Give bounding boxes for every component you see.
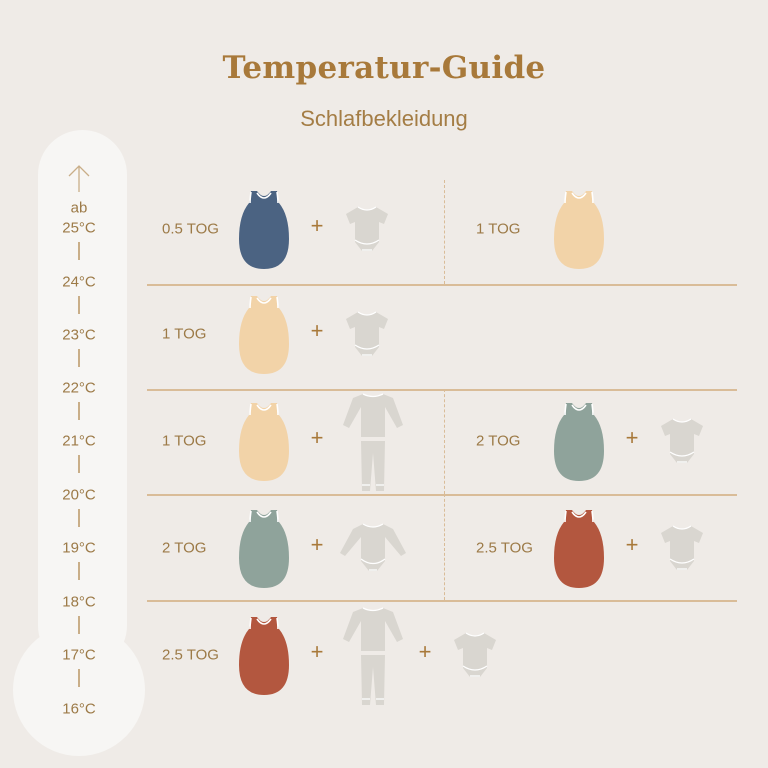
temp-label: 20°C xyxy=(62,486,96,504)
short-sleeve-bodysuit-icon xyxy=(661,418,703,463)
short-sleeve-bodysuit-icon xyxy=(346,311,388,356)
tog-label: 2.5 TOG xyxy=(476,539,533,557)
short-sleeve-bodysuit-icon xyxy=(454,632,496,677)
sage-sleeping-bag-icon xyxy=(554,403,604,481)
tog-label: 1 TOG xyxy=(162,325,207,343)
plus-sign: + xyxy=(418,639,432,664)
plus-sign: + xyxy=(625,532,639,557)
row-divider xyxy=(147,494,737,496)
short-sleeve-bodysuit-icon xyxy=(346,206,388,251)
tog-label: 2.5 TOG xyxy=(162,646,219,664)
scale-tick xyxy=(78,669,80,687)
tog-label: 1 TOG xyxy=(476,220,521,238)
thermometer-tube xyxy=(38,130,127,670)
short-sleeve-bodysuit-icon xyxy=(661,525,703,570)
column-divider xyxy=(444,180,445,284)
row-divider xyxy=(147,600,737,602)
tog-label: 2 TOG xyxy=(476,432,521,450)
temp-prefix: ab xyxy=(70,199,88,217)
long-sleeve-bodysuit-icon xyxy=(340,523,406,571)
sage-sleeping-bag-icon xyxy=(239,510,289,588)
pajamas-icon xyxy=(343,607,403,705)
column-divider xyxy=(444,389,445,494)
temp-label: 22°C xyxy=(62,379,96,397)
tog-label: 2 TOG xyxy=(162,539,207,557)
peach-sleeping-bag-icon xyxy=(554,191,604,269)
page-title: Temperatur-Guide xyxy=(222,50,546,86)
page-subtitle: Schlafbekleidung xyxy=(300,106,468,131)
rust-sleeping-bag-icon xyxy=(239,617,289,695)
navy-sleeping-bag-icon xyxy=(239,191,289,269)
temp-label: 16°C xyxy=(62,700,96,718)
plus-sign: + xyxy=(310,639,324,664)
scale-tick xyxy=(78,402,80,420)
row-divider xyxy=(147,284,737,286)
plus-sign: + xyxy=(310,532,324,557)
tog-label: 0.5 TOG xyxy=(162,220,219,238)
temp-label: 17°C xyxy=(62,646,96,664)
temp-label: 25°C xyxy=(62,219,96,237)
plus-sign: + xyxy=(310,213,324,238)
tog-label: 1 TOG xyxy=(162,432,207,450)
scale-tick xyxy=(78,296,80,314)
plus-sign: + xyxy=(310,425,324,450)
temp-label: 19°C xyxy=(62,539,96,557)
scale-tick xyxy=(78,616,80,634)
rust-sleeping-bag-icon xyxy=(554,510,604,588)
pajamas-icon xyxy=(343,393,403,491)
scale-tick xyxy=(78,562,80,580)
temp-label: 21°C xyxy=(62,432,96,450)
scale-tick xyxy=(78,349,80,367)
thermometer-bulb xyxy=(13,624,145,756)
scale-tick xyxy=(78,509,80,527)
arrow-up-icon xyxy=(68,165,90,192)
peach-sleeping-bag-icon xyxy=(239,403,289,481)
plus-sign: + xyxy=(625,425,639,450)
temp-label: 23°C xyxy=(62,326,96,344)
scale-tick xyxy=(78,242,80,260)
row-divider xyxy=(147,389,737,391)
scale-tick xyxy=(78,455,80,473)
peach-sleeping-bag-icon xyxy=(239,296,289,374)
column-divider xyxy=(444,494,445,600)
temp-label: 24°C xyxy=(62,273,96,291)
temp-label: 18°C xyxy=(62,593,96,611)
plus-sign: + xyxy=(310,318,324,343)
